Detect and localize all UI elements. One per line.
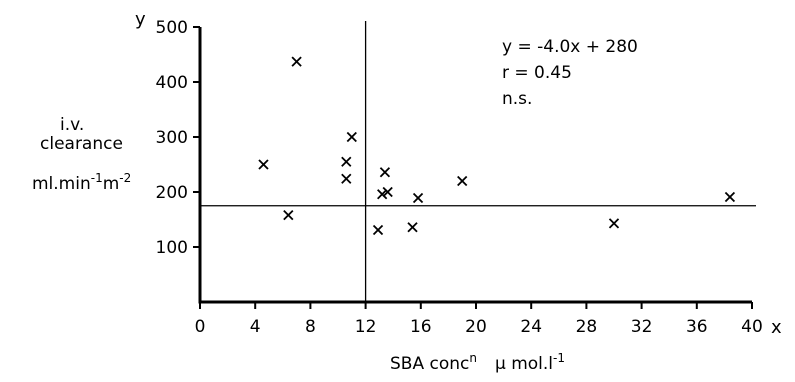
y-axis-unit-sup1: -1 — [90, 171, 103, 185]
marker-stroke — [724, 191, 736, 203]
y-tick-label: 200 — [156, 183, 188, 203]
x-axis-unit: µ mol.l-1 — [495, 351, 565, 374]
y-tick-label: 100 — [156, 238, 188, 258]
ticks: 0 4 8 12 16 20 24 28 32 36 40 100 200 300 400 500 — [156, 18, 763, 337]
x-tick-label: 24 — [520, 317, 542, 337]
data-point-marker — [382, 186, 393, 198]
annotation-r-value: r = 0.45 — [502, 63, 572, 83]
marker-stroke — [457, 175, 468, 187]
y-tick-label: 400 — [156, 73, 188, 93]
x-axis-unit-text: µ mol.l — [495, 354, 554, 374]
data-point-marker — [608, 218, 620, 229]
data-point-marker — [379, 167, 391, 178]
marker-stroke — [407, 222, 418, 233]
data-point-marker — [372, 224, 384, 236]
data-point-marker — [341, 156, 352, 167]
y-axis-unit-ml-min: ml.min — [32, 174, 91, 194]
x-tick-label: 20 — [465, 317, 487, 337]
x-tick-label: 28 — [576, 317, 598, 337]
reference-lines — [200, 21, 756, 302]
data-point-marker — [412, 192, 424, 204]
annotation-significance: n.s. — [502, 89, 533, 109]
data-point-marker — [283, 209, 294, 221]
x-tick-label: 12 — [355, 317, 377, 337]
x-tick-label: 4 — [250, 317, 261, 337]
x-tick-label: 16 — [410, 317, 432, 337]
y-axis-unit-sup2: -2 — [119, 171, 132, 185]
marker-stroke — [341, 173, 352, 184]
marker-stroke — [258, 159, 269, 170]
y-axis-label-line3: ml.min-1m-2 — [32, 171, 131, 194]
x-tick-label: 36 — [686, 317, 708, 337]
marker-stroke — [608, 218, 620, 229]
x-axis-label-sup: n — [469, 351, 477, 365]
marker-stroke — [377, 189, 388, 200]
axes — [198, 27, 752, 304]
data-point-marker — [341, 173, 352, 184]
data-point-marker — [258, 159, 269, 170]
data-point-marker — [377, 189, 388, 200]
annotation-equation: y = -4.0x + 280 — [502, 37, 638, 57]
marker-stroke — [382, 186, 393, 198]
data-point-marker — [291, 56, 302, 67]
y-axis-unit-m: m — [102, 174, 120, 194]
data-point-marker — [724, 191, 736, 203]
x-axis-label: SBA concn — [390, 351, 477, 374]
marker-stroke — [412, 192, 424, 204]
x-tick-label: 40 — [741, 317, 763, 337]
data-point-marker — [346, 131, 357, 143]
marker-stroke — [341, 156, 352, 167]
y-axis-end-label: y — [135, 9, 146, 30]
marker-stroke — [379, 167, 391, 178]
y-tick-label: 300 — [156, 128, 188, 148]
x-tick-label: 32 — [631, 317, 653, 337]
y-tick-label: 500 — [156, 18, 188, 38]
data-points — [258, 56, 736, 236]
y-axis-label-line1: i.v. — [60, 115, 85, 135]
data-point-marker — [407, 222, 418, 233]
x-axis-unit-sup: -1 — [553, 351, 565, 365]
x-axis-label-text: SBA conc — [390, 354, 470, 374]
data-point-marker — [457, 175, 468, 187]
y-axis-label-line2: clearance — [40, 134, 123, 154]
marker-stroke — [372, 224, 384, 236]
x-tick-label: 0 — [195, 317, 206, 337]
marker-stroke — [346, 131, 357, 143]
x-tick-label: 8 — [305, 317, 316, 337]
marker-stroke — [283, 209, 294, 221]
x-axis-end-label: x — [771, 317, 782, 338]
marker-stroke — [291, 56, 302, 67]
